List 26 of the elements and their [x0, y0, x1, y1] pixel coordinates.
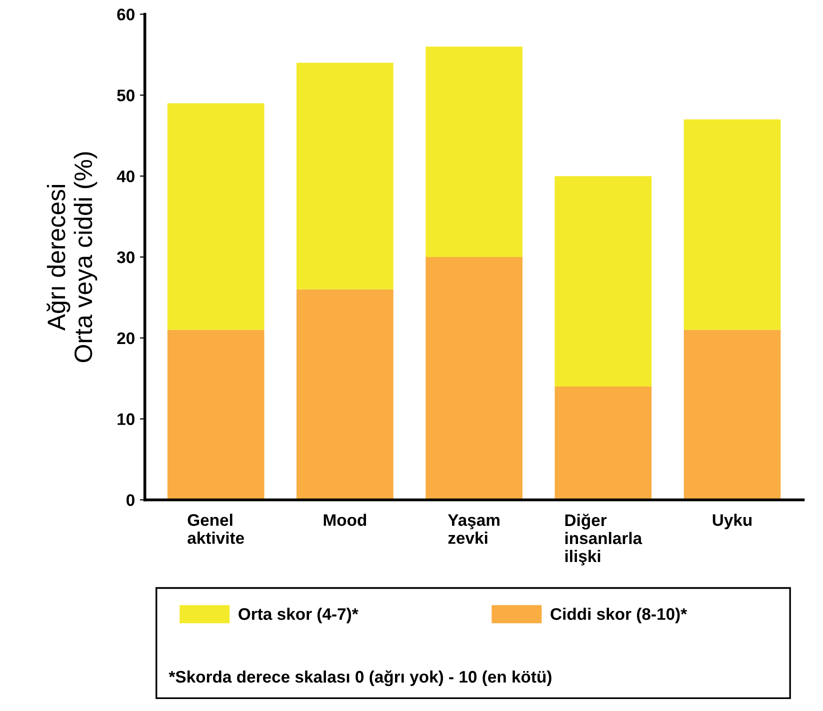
bar: [426, 257, 522, 500]
bar: [167, 103, 264, 330]
bar: [684, 119, 781, 330]
y-axis-title: Ağrı derecesi Orta veya ciddi (%): [46, 152, 98, 362]
legend-label: Ciddi skor (8-10)*: [550, 608, 688, 624]
y-tick-label: 10: [118, 413, 134, 426]
bar: [554, 176, 652, 387]
y-tick-label: 30: [116, 251, 134, 264]
y-tick-label: 40: [116, 170, 134, 182]
x-tick-label: Uyku: [712, 514, 752, 530]
y-tick-label: 0: [126, 494, 134, 506]
y-tick-label: 50: [117, 90, 134, 102]
bar: [167, 330, 264, 500]
bar: [296, 62, 394, 290]
bar: [426, 46, 522, 258]
x-tick-label: Yaşam zevki: [448, 514, 500, 544]
bar: [554, 386, 652, 500]
legend-label: Orta skor (4-7)*: [238, 608, 358, 624]
bar: [296, 289, 394, 500]
x-tick-label: Mood: [324, 514, 366, 526]
text: *Skorda derece skalası 0 (ağrı yok) - 10 (en kötü): [168, 670, 552, 686]
x-tick-label: Diğer insanlarla ilişki: [565, 514, 642, 566]
y-tick-label: 60: [117, 8, 134, 20]
bar: [684, 330, 781, 500]
x-tick-label: Genel aktivite: [188, 514, 244, 544]
y-tick-label: 20: [117, 332, 134, 344]
